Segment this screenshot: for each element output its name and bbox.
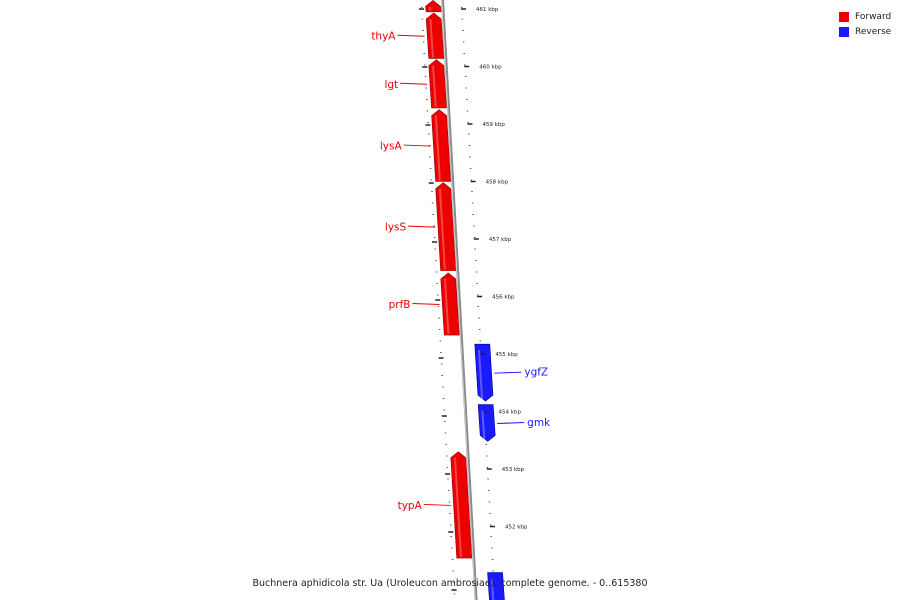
gene-highlight <box>438 188 446 270</box>
gene-label-leader <box>403 144 431 147</box>
gene-label: typA <box>398 500 423 512</box>
genome-backbone-shine <box>441 0 476 600</box>
legend-forward: Forward <box>839 9 891 24</box>
genome-backbone <box>440 0 478 600</box>
gene-label: ygfZ <box>524 367 548 379</box>
legend: Forward Reverse <box>839 9 891 39</box>
ruler-label: 454 kbp <box>499 410 522 416</box>
gene-label: gmk <box>527 417 551 429</box>
gene-ygfZ[interactable] <box>474 343 494 402</box>
ruler-label: 461 kbp <box>476 7 499 13</box>
gene-label-leader <box>412 302 440 305</box>
ruler-label: 457 kbp <box>489 237 512 243</box>
ruler-layer: 461 kbp 460 kbp 459 kbp 458 kbp 457 kbp 456 k… <box>461 7 528 531</box>
gene-highlight <box>429 18 434 58</box>
gene-prfB[interactable] <box>440 272 460 336</box>
gene-label: lgt <box>384 79 398 91</box>
forward-minor-ticks <box>419 7 457 595</box>
genome-caption: Buchnera aphidicola str. Ua (Uroleucon a… <box>252 578 648 589</box>
gene-lysA[interactable] <box>431 109 451 182</box>
gene-unnamed-9[interactable] <box>487 572 505 600</box>
gene-lgt[interactable] <box>428 59 447 109</box>
gene-highlight <box>477 350 484 401</box>
gene-highlight <box>443 278 450 335</box>
forward-swatch <box>839 11 849 22</box>
gene-label-leader <box>400 82 428 85</box>
gene-typA[interactable] <box>450 451 473 559</box>
gene-thyA[interactable] <box>425 12 445 59</box>
ruler-label: 459 kbp <box>482 122 505 128</box>
legend-reverse-label: Reverse <box>855 26 892 37</box>
legend-forward-label: Forward <box>855 11 892 22</box>
gene-highlight <box>428 6 432 12</box>
gene-unnamed-0[interactable] <box>425 0 442 13</box>
gene-highlight <box>453 457 462 558</box>
gene-label-leader <box>497 422 525 424</box>
ruler-label: 453 kbp <box>502 467 525 473</box>
gene-highlight <box>481 410 486 441</box>
gene-label: lysA <box>380 141 403 153</box>
backbone-layer <box>440 0 478 600</box>
ruler-label: 458 kbp <box>486 180 509 186</box>
gene-layer <box>425 0 505 600</box>
gene-gmk[interactable] <box>477 404 496 442</box>
gene-label: thyA <box>371 31 396 43</box>
gene-lysS[interactable] <box>435 182 456 271</box>
gene-label: prfB <box>389 299 411 311</box>
gene-highlight <box>432 65 437 107</box>
gene-highlight <box>434 115 441 181</box>
gene-label-leader <box>494 371 522 374</box>
ruler-label: 460 kbp <box>479 65 502 71</box>
gene-label-leader <box>408 225 436 228</box>
gene-label: lysS <box>385 222 407 234</box>
gene-label-layer: thyA lgt lysA lysS prfB ygfZ gmk typA <box>371 31 551 512</box>
legend-reverse: Reverse <box>839 24 891 39</box>
reverse-swatch <box>839 26 849 37</box>
gene-label-leader <box>423 503 451 506</box>
ruler-label: 452 kbp <box>505 525 528 531</box>
gene-highlight <box>490 578 495 600</box>
ruler-label: 456 kbp <box>492 295 515 301</box>
gene-label-leader <box>397 34 425 37</box>
ruler-label: 455 kbp <box>495 352 518 358</box>
